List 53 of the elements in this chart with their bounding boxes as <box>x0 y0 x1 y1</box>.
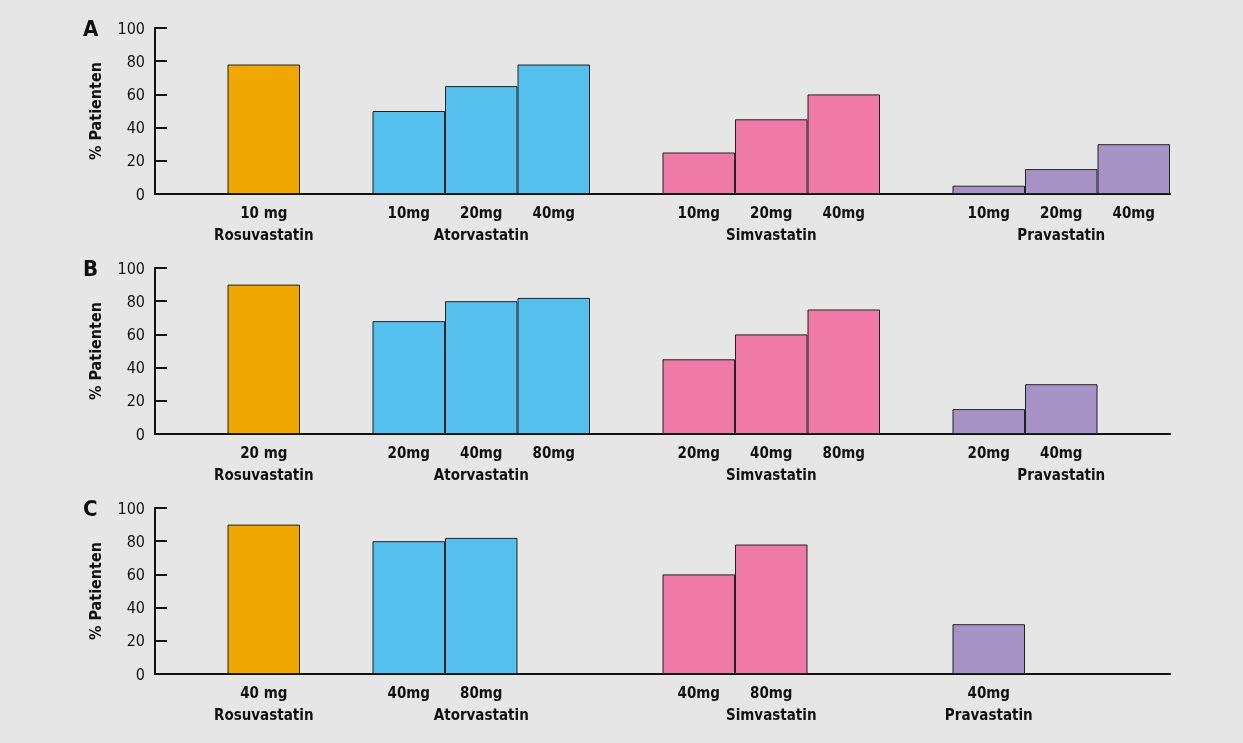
y-tick-label: 20 <box>126 151 145 171</box>
y-tick-label: 20 <box>126 391 145 411</box>
x-tick-label: 20 mg Rosuvastatin <box>214 444 314 484</box>
y-axis-title: % Patienten <box>85 542 105 640</box>
x-tick-label: 40mg <box>677 684 721 702</box>
x-tick-label: 40mg Simvastatin <box>725 444 817 484</box>
x-tick-label: 20mg <box>677 444 721 462</box>
x-tick-label: 40mg Pravastatin <box>1017 444 1106 484</box>
y-tick-label: 80 <box>126 531 145 551</box>
y-tick-label: 0 <box>135 184 145 204</box>
x-tick-label: 40mg <box>822 204 866 222</box>
bar <box>227 284 300 434</box>
bar <box>227 524 300 674</box>
x-tick-label: 40 mg Rosuvastatin <box>214 684 314 724</box>
y-tick-label: 100 <box>117 18 145 38</box>
y-tick-label: 60 <box>126 84 145 104</box>
y-axis-title: % Patienten <box>85 62 105 160</box>
y-tick-label: 40 <box>126 358 145 378</box>
x-tick-label: 40mg <box>1112 204 1156 222</box>
x-tick-label: 10mg <box>387 204 431 222</box>
chart-title: B <box>83 255 99 281</box>
x-tick-label: 20mg <box>967 444 1011 462</box>
chart-title: C <box>83 495 98 521</box>
y-tick-label: 60 <box>126 324 145 344</box>
x-tick-label: 20mg Pravastatin <box>1017 204 1106 244</box>
y-tick-label: 60 <box>126 564 145 584</box>
x-tick-label: 80mg Atorvastatin <box>433 684 529 724</box>
x-tick-label: 40mg <box>387 684 431 702</box>
x-tick-label: 10mg <box>967 204 1011 222</box>
chart-title: A <box>83 15 99 41</box>
y-tick-label: 20 <box>126 631 145 651</box>
y-tick-label: 80 <box>126 291 145 311</box>
bar <box>952 624 1025 674</box>
y-tick-label: 0 <box>135 664 145 684</box>
x-tick-label: 10 mg Rosuvastatin <box>214 204 314 244</box>
x-tick-label: 80mg Simvastatin <box>725 684 817 724</box>
y-axis-title: % Patienten <box>85 302 105 400</box>
y-tick-label: 80 <box>126 51 145 71</box>
x-tick-label: 10mg <box>677 204 721 222</box>
x-tick-label: 20mg <box>387 444 431 462</box>
y-tick-label: 100 <box>117 498 145 518</box>
x-tick-label: 40mg Atorvastatin <box>433 444 529 484</box>
x-tick-label: 40mg <box>532 204 576 222</box>
x-tick-label: 20mg Simvastatin <box>725 204 817 244</box>
x-tick-label: 80mg <box>532 444 576 462</box>
x-tick-label: 40mg Pravastatin <box>944 684 1033 724</box>
bar <box>227 64 300 194</box>
y-tick-label: 40 <box>126 118 145 138</box>
y-tick-label: 0 <box>135 424 145 444</box>
y-tick-label: 40 <box>126 598 145 618</box>
x-tick-label: 80mg <box>822 444 866 462</box>
y-tick-label: 100 <box>117 258 145 278</box>
x-tick-label: 20mg Atorvastatin <box>433 204 529 244</box>
